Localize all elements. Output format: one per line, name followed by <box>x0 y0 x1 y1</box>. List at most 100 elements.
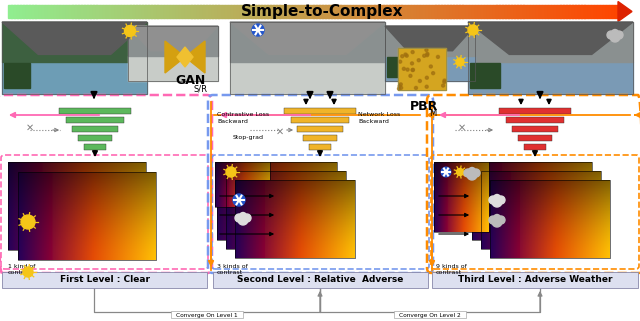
Bar <box>84 144 106 150</box>
Circle shape <box>468 25 478 35</box>
Bar <box>322 5 326 18</box>
Bar <box>325 5 329 18</box>
Bar <box>252 5 255 18</box>
Bar <box>432 5 435 18</box>
Bar <box>20 5 24 18</box>
Circle shape <box>226 167 236 177</box>
Text: Contrastive Loss
Backward: Contrastive Loss Backward <box>217 112 269 124</box>
Polygon shape <box>385 26 475 51</box>
Bar <box>563 5 566 18</box>
Bar <box>78 5 82 18</box>
Bar <box>398 48 446 90</box>
Circle shape <box>23 267 33 277</box>
Bar <box>17 5 20 18</box>
Bar <box>93 5 97 18</box>
Bar <box>191 5 195 18</box>
Bar <box>145 5 149 18</box>
Bar <box>204 5 207 18</box>
Bar <box>545 5 548 18</box>
Circle shape <box>425 48 428 51</box>
Bar <box>377 5 381 18</box>
Bar <box>529 5 533 18</box>
Bar <box>270 5 274 18</box>
Bar <box>215 162 270 207</box>
Bar <box>185 5 188 18</box>
Bar <box>276 5 280 18</box>
Circle shape <box>611 30 618 37</box>
Bar <box>413 5 417 18</box>
Bar <box>505 5 509 18</box>
Circle shape <box>237 199 240 201</box>
Bar <box>284 108 356 114</box>
Bar <box>246 5 250 18</box>
Bar <box>78 135 112 141</box>
Text: ✕: ✕ <box>458 123 466 133</box>
Bar <box>536 5 539 18</box>
Bar <box>182 5 186 18</box>
Text: GAN: GAN <box>175 74 205 88</box>
Bar <box>398 48 446 90</box>
Bar <box>385 26 475 56</box>
Bar <box>128 56 218 81</box>
Bar <box>508 5 512 18</box>
Bar <box>45 5 48 18</box>
Bar <box>230 5 234 18</box>
Bar <box>240 5 243 18</box>
Bar <box>584 5 588 18</box>
Bar <box>371 5 374 18</box>
Bar <box>472 162 592 240</box>
Bar <box>176 5 179 18</box>
Bar <box>59 108 131 114</box>
Bar <box>2 62 147 94</box>
Circle shape <box>467 170 477 180</box>
Bar <box>200 5 204 18</box>
Bar <box>213 272 428 288</box>
Circle shape <box>492 217 502 227</box>
Bar <box>313 5 317 18</box>
Circle shape <box>615 31 623 39</box>
Bar <box>170 5 173 18</box>
Bar <box>81 5 84 18</box>
Bar <box>554 5 557 18</box>
Circle shape <box>431 72 435 75</box>
Bar <box>63 5 67 18</box>
Bar <box>417 5 420 18</box>
Circle shape <box>412 68 415 71</box>
Circle shape <box>441 167 451 177</box>
Circle shape <box>399 83 403 86</box>
Bar <box>228 5 231 18</box>
Bar <box>460 5 463 18</box>
Bar <box>487 5 490 18</box>
Bar <box>289 5 292 18</box>
Bar <box>520 5 524 18</box>
Circle shape <box>125 25 136 37</box>
Bar <box>404 5 408 18</box>
Bar <box>109 5 112 18</box>
Circle shape <box>403 67 405 70</box>
Bar <box>128 26 218 81</box>
Bar <box>332 5 335 18</box>
Bar <box>309 144 331 150</box>
Circle shape <box>423 54 426 57</box>
Bar <box>237 5 240 18</box>
Bar <box>225 5 228 18</box>
Circle shape <box>607 31 615 39</box>
Bar <box>161 5 164 18</box>
Bar <box>581 5 585 18</box>
Text: ✕: ✕ <box>26 123 34 133</box>
Text: Simple-to-Complex: Simple-to-Complex <box>241 4 403 19</box>
Bar <box>362 5 365 18</box>
Bar <box>447 5 451 18</box>
Bar <box>235 180 355 258</box>
Bar <box>477 5 481 18</box>
Bar <box>60 5 63 18</box>
Bar <box>337 5 341 18</box>
Bar <box>398 5 402 18</box>
Circle shape <box>411 69 414 72</box>
Bar <box>472 5 475 18</box>
Circle shape <box>399 86 403 89</box>
Bar <box>385 56 475 81</box>
Bar <box>57 5 60 18</box>
Text: 1 kind of
contrast: 1 kind of contrast <box>8 264 35 275</box>
Bar <box>346 5 350 18</box>
